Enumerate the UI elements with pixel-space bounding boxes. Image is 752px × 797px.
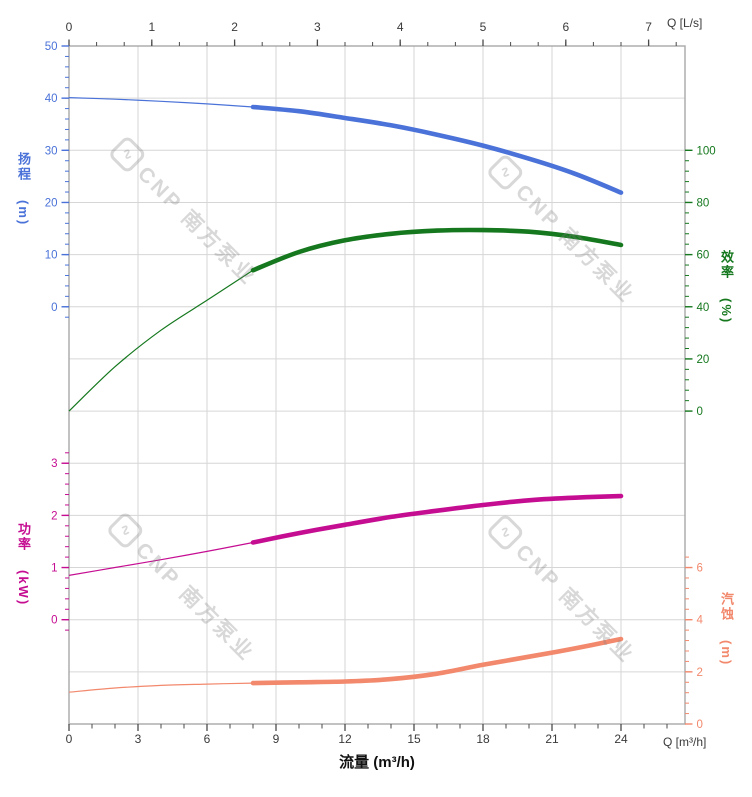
x-tick-label: 24 (614, 732, 628, 746)
top-axis-unit-label: Q [L/s] (667, 16, 703, 30)
curve-npsh-thin (68, 682, 254, 693)
efficiency-tick-label: 60 (697, 250, 710, 262)
curve-efficiency-thin (68, 269, 254, 412)
power-axis-unit: (kW) (16, 569, 31, 606)
x-top-tick-label: 3 (314, 20, 321, 34)
npsh-tick-label: 4 (697, 615, 704, 627)
head-axis-title-text: 扬程 (16, 152, 31, 182)
efficiency-tick-label: 20 (697, 354, 710, 366)
efficiency-tick-label: 0 (697, 406, 703, 418)
head-tick-label: 20 (45, 197, 58, 209)
head-tick-label: 30 (45, 145, 58, 157)
x-top-tick-label: 5 (480, 20, 487, 34)
npsh-tick-label: 2 (697, 667, 703, 679)
x-tick-label: 15 (407, 732, 421, 746)
x-top-tick-label: 7 (645, 20, 652, 34)
x-tick-label: 9 (273, 732, 280, 746)
curve-head-thick (250, 104, 624, 195)
efficiency-axis-unit: (%) (719, 297, 734, 324)
npsh-axis-unit: (m) (719, 639, 734, 666)
x-tick-label: 12 (338, 732, 352, 746)
npsh-axis-title-text: 汽蚀 (719, 592, 734, 622)
head-axis-unit: (m) (16, 199, 31, 226)
power-tick-label: 2 (51, 510, 57, 522)
npsh-axis-title: 汽蚀 (m) (717, 592, 736, 666)
curve-npsh-thick (250, 636, 624, 686)
x-tick-label: 6 (204, 732, 211, 746)
head-tick-label: 50 (45, 41, 58, 53)
x-tick-label: 3 (135, 732, 142, 746)
head-tick-label: 10 (45, 250, 58, 262)
x-axis-title: 流量 (m³/h) (339, 754, 415, 771)
x-top-tick-label: 2 (231, 20, 238, 34)
x-top-tick-label: 4 (397, 20, 404, 34)
power-axis-title: 功率 (kW) (14, 522, 33, 606)
x-tick-label: 21 (545, 732, 559, 746)
efficiency-tick-label: 80 (697, 197, 710, 209)
power-tick-label: 1 (51, 563, 57, 575)
power-tick-label: 3 (51, 458, 57, 470)
power-tick-label: 0 (51, 615, 57, 627)
efficiency-axis-title-text: 效率 (719, 250, 734, 280)
efficiency-tick-label: 40 (697, 302, 710, 314)
head-tick-label: 40 (45, 93, 58, 105)
x-tick-label: 0 (66, 732, 73, 746)
x-top-tick-label: 0 (66, 20, 73, 34)
efficiency-axis-title: 效率 (%) (717, 250, 736, 324)
x-top-tick-label: 1 (148, 20, 155, 34)
curve-power-thick (250, 493, 624, 545)
curve-head-thin (68, 97, 254, 108)
bottom-axis-unit-label: Q [m³/h] (663, 735, 707, 749)
head-axis-title: 扬程 (m) (14, 152, 33, 226)
curve-power-thin (68, 541, 254, 576)
npsh-tick-label: 0 (697, 719, 703, 731)
x-top-tick-label: 6 (562, 20, 569, 34)
curve-efficiency-thick (250, 227, 624, 273)
x-tick-label: 18 (476, 732, 490, 746)
head-tick-label: 0 (51, 302, 57, 314)
power-axis-title-text: 功率 (16, 522, 31, 552)
efficiency-tick-label: 100 (697, 145, 716, 157)
plot-frame (68, 45, 686, 725)
npsh-tick-label: 6 (697, 563, 703, 575)
